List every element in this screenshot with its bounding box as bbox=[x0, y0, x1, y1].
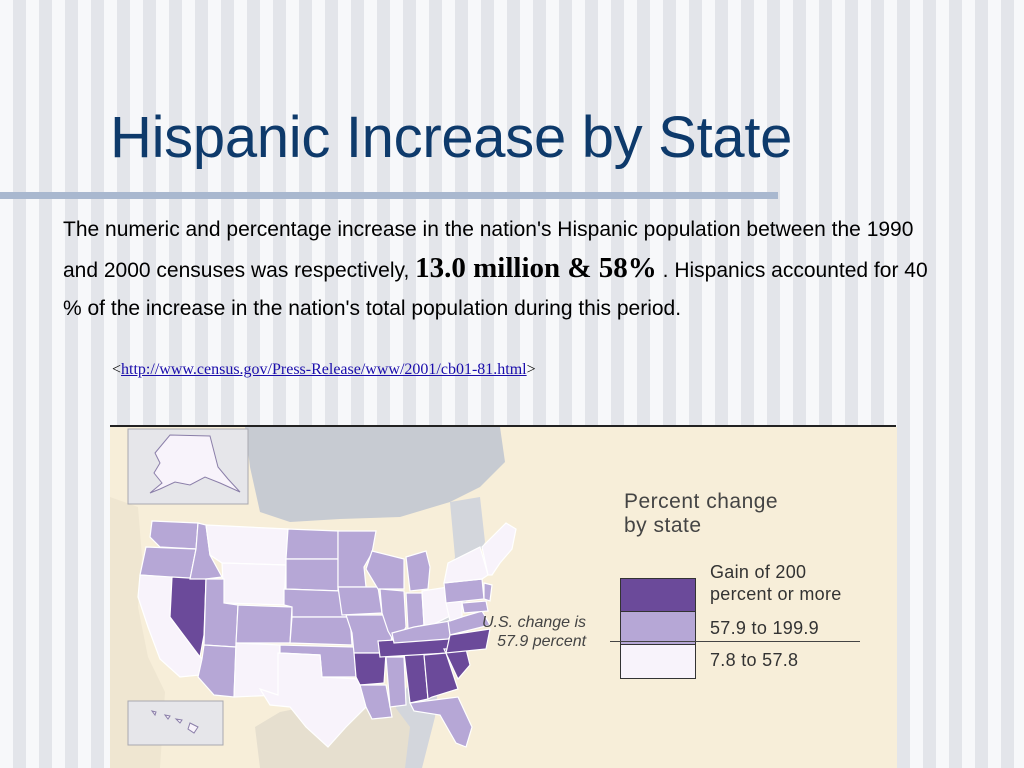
hawaii-islands bbox=[150, 710, 199, 734]
legend-label-high-line2: percent or more bbox=[710, 584, 842, 604]
state-wisconsin bbox=[365, 550, 405, 590]
alaska-shape bbox=[149, 434, 241, 494]
pacific-shading bbox=[110, 497, 165, 768]
title-divider bbox=[0, 192, 778, 199]
us-change-note: U.S. change is 57.9 percent bbox=[482, 613, 586, 651]
state-mississippi bbox=[385, 656, 407, 708]
state-michigan bbox=[405, 550, 431, 592]
body-text-part1: The numeric and percentage increase in t… bbox=[63, 218, 914, 282]
us-change-line2: 57.9 percent bbox=[497, 633, 587, 650]
state-new-york bbox=[443, 546, 489, 584]
state-new-mexico bbox=[233, 642, 281, 698]
source-close-bracket: > bbox=[526, 361, 536, 378]
body-highlight: 13.0 million & 58% bbox=[415, 252, 657, 284]
state-texas bbox=[258, 652, 367, 748]
legend-label-mid: 57.9 to 199.9 bbox=[710, 618, 819, 638]
state-washington bbox=[149, 520, 199, 550]
state-louisiana bbox=[359, 684, 393, 720]
state-new-england bbox=[481, 522, 517, 576]
state-kansas bbox=[289, 616, 353, 646]
state-arkansas bbox=[353, 652, 387, 686]
state-north-carolina bbox=[445, 628, 491, 654]
state-new-jersey bbox=[483, 582, 493, 602]
body-text-part2: . Hispanics accounted for 40 % of the in… bbox=[63, 259, 928, 320]
legend-label-low: 7.8 to 57.8 bbox=[710, 650, 799, 670]
legend-swatch-high bbox=[620, 578, 696, 613]
state-montana bbox=[205, 524, 289, 566]
body-paragraph: The numeric and percentage increase in t… bbox=[63, 211, 943, 328]
slide-title: Hispanic Increase by State bbox=[110, 105, 793, 170]
state-oregon bbox=[139, 546, 197, 580]
state-north-dakota bbox=[285, 528, 339, 560]
us-map bbox=[110, 427, 897, 768]
state-colorado bbox=[235, 604, 293, 644]
state-iowa bbox=[337, 586, 383, 616]
canada-ocean-shading bbox=[245, 427, 505, 522]
source-link[interactable]: http://www.census.gov/Press-Release/www/… bbox=[121, 361, 527, 378]
state-indiana bbox=[405, 592, 425, 630]
us-change-line1: U.S. change is bbox=[482, 614, 587, 631]
state-georgia bbox=[423, 652, 459, 700]
legend-title-line1: Percent change bbox=[624, 490, 779, 513]
state-maryland-delaware bbox=[461, 600, 489, 614]
legend-title-line2: by state bbox=[624, 514, 702, 537]
us-change-leader-line bbox=[610, 641, 860, 642]
state-wyoming bbox=[221, 562, 287, 606]
state-south-dakota bbox=[285, 558, 339, 592]
state-virginia bbox=[447, 610, 491, 636]
state-florida bbox=[409, 696, 473, 748]
legend-swatch-mid bbox=[620, 611, 696, 646]
map-panel: Percent change by state Gain of 200 perc… bbox=[110, 427, 897, 768]
map-top-rule bbox=[110, 425, 896, 427]
legend-swatch-low bbox=[620, 644, 696, 679]
source-citation: <http://www.census.gov/Press-Release/www… bbox=[112, 361, 536, 379]
legend-label-high-line1: Gain of 200 bbox=[710, 562, 807, 582]
hawaii-inset bbox=[127, 700, 224, 746]
source-open-bracket: < bbox=[112, 361, 122, 378]
state-ohio bbox=[421, 586, 453, 626]
legend-label-high: Gain of 200 percent or more bbox=[710, 561, 842, 605]
legend-title: Percent change by state bbox=[624, 490, 778, 538]
